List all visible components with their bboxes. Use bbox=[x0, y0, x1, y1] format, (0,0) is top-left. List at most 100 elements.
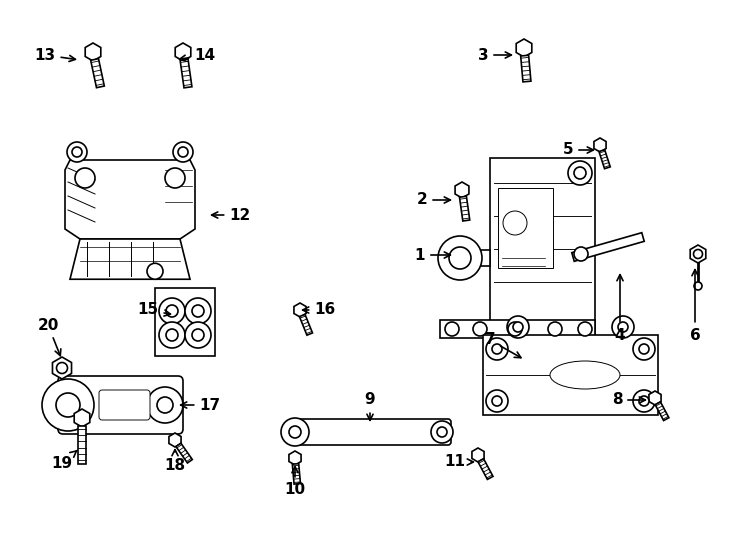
Circle shape bbox=[633, 338, 655, 360]
Text: 7: 7 bbox=[484, 333, 521, 357]
FancyBboxPatch shape bbox=[498, 188, 553, 268]
Circle shape bbox=[173, 142, 193, 162]
Text: 17: 17 bbox=[181, 397, 220, 413]
Circle shape bbox=[147, 387, 183, 423]
Circle shape bbox=[166, 329, 178, 341]
Circle shape bbox=[548, 322, 562, 336]
Polygon shape bbox=[169, 433, 181, 447]
Circle shape bbox=[574, 247, 588, 261]
Circle shape bbox=[165, 168, 185, 188]
Polygon shape bbox=[52, 357, 71, 379]
Text: 1: 1 bbox=[415, 247, 451, 262]
Circle shape bbox=[639, 396, 649, 406]
Text: 10: 10 bbox=[285, 467, 305, 497]
Polygon shape bbox=[176, 443, 192, 463]
Polygon shape bbox=[74, 409, 90, 427]
Text: 5: 5 bbox=[563, 143, 593, 158]
Polygon shape bbox=[655, 402, 669, 421]
Circle shape bbox=[42, 379, 94, 431]
Circle shape bbox=[56, 393, 80, 417]
Circle shape bbox=[503, 211, 527, 235]
Circle shape bbox=[578, 322, 592, 336]
Circle shape bbox=[431, 421, 453, 443]
Circle shape bbox=[159, 298, 185, 324]
Circle shape bbox=[72, 147, 82, 157]
Circle shape bbox=[618, 322, 628, 332]
Text: 3: 3 bbox=[478, 48, 512, 63]
Text: 11: 11 bbox=[445, 455, 473, 469]
Circle shape bbox=[166, 305, 178, 317]
Text: 18: 18 bbox=[164, 450, 186, 472]
Polygon shape bbox=[572, 233, 644, 261]
Circle shape bbox=[147, 263, 163, 279]
Text: 2: 2 bbox=[417, 192, 451, 207]
Polygon shape bbox=[690, 245, 706, 263]
FancyBboxPatch shape bbox=[155, 288, 215, 356]
Circle shape bbox=[289, 426, 301, 438]
Polygon shape bbox=[594, 138, 606, 152]
Circle shape bbox=[639, 344, 649, 354]
Polygon shape bbox=[299, 314, 313, 335]
Circle shape bbox=[192, 329, 204, 341]
Circle shape bbox=[513, 322, 523, 332]
Circle shape bbox=[178, 147, 188, 157]
Polygon shape bbox=[459, 196, 470, 221]
Polygon shape bbox=[478, 459, 493, 480]
Circle shape bbox=[185, 322, 211, 348]
Text: 16: 16 bbox=[302, 302, 335, 318]
Circle shape bbox=[486, 390, 508, 412]
Circle shape bbox=[486, 338, 508, 360]
FancyBboxPatch shape bbox=[470, 250, 490, 266]
Polygon shape bbox=[78, 426, 86, 464]
Text: 6: 6 bbox=[690, 269, 700, 342]
Polygon shape bbox=[292, 464, 300, 484]
Circle shape bbox=[67, 142, 87, 162]
Circle shape bbox=[694, 282, 702, 290]
Polygon shape bbox=[516, 39, 532, 57]
Polygon shape bbox=[455, 182, 469, 198]
FancyBboxPatch shape bbox=[490, 158, 595, 338]
Circle shape bbox=[473, 322, 487, 336]
Circle shape bbox=[281, 418, 309, 446]
Circle shape bbox=[445, 322, 459, 336]
Text: 14: 14 bbox=[180, 48, 216, 63]
Polygon shape bbox=[649, 391, 661, 405]
Circle shape bbox=[492, 396, 502, 406]
Circle shape bbox=[574, 167, 586, 179]
Polygon shape bbox=[91, 59, 104, 87]
Circle shape bbox=[508, 322, 522, 336]
Circle shape bbox=[449, 247, 471, 269]
Circle shape bbox=[159, 322, 185, 348]
Text: 13: 13 bbox=[34, 48, 76, 63]
Circle shape bbox=[157, 397, 173, 413]
FancyBboxPatch shape bbox=[440, 320, 595, 338]
Circle shape bbox=[492, 344, 502, 354]
Polygon shape bbox=[175, 43, 191, 61]
Text: 12: 12 bbox=[211, 207, 250, 222]
Circle shape bbox=[438, 236, 482, 280]
Text: 9: 9 bbox=[365, 393, 375, 420]
Circle shape bbox=[192, 305, 204, 317]
Circle shape bbox=[694, 249, 702, 259]
Circle shape bbox=[57, 362, 68, 374]
Text: 4: 4 bbox=[614, 275, 625, 342]
Text: 8: 8 bbox=[611, 393, 645, 408]
FancyBboxPatch shape bbox=[483, 335, 658, 415]
Circle shape bbox=[633, 390, 655, 412]
FancyBboxPatch shape bbox=[290, 419, 451, 445]
Text: 15: 15 bbox=[137, 302, 170, 318]
Circle shape bbox=[437, 427, 447, 437]
Circle shape bbox=[507, 316, 529, 338]
Polygon shape bbox=[70, 239, 190, 279]
Polygon shape bbox=[65, 160, 195, 239]
Polygon shape bbox=[294, 303, 306, 317]
FancyBboxPatch shape bbox=[99, 390, 150, 420]
Polygon shape bbox=[85, 43, 101, 61]
Text: 20: 20 bbox=[37, 318, 61, 356]
Polygon shape bbox=[289, 451, 301, 465]
Circle shape bbox=[612, 316, 634, 338]
Ellipse shape bbox=[550, 361, 620, 389]
Circle shape bbox=[185, 298, 211, 324]
Polygon shape bbox=[599, 150, 610, 168]
Polygon shape bbox=[180, 59, 192, 88]
